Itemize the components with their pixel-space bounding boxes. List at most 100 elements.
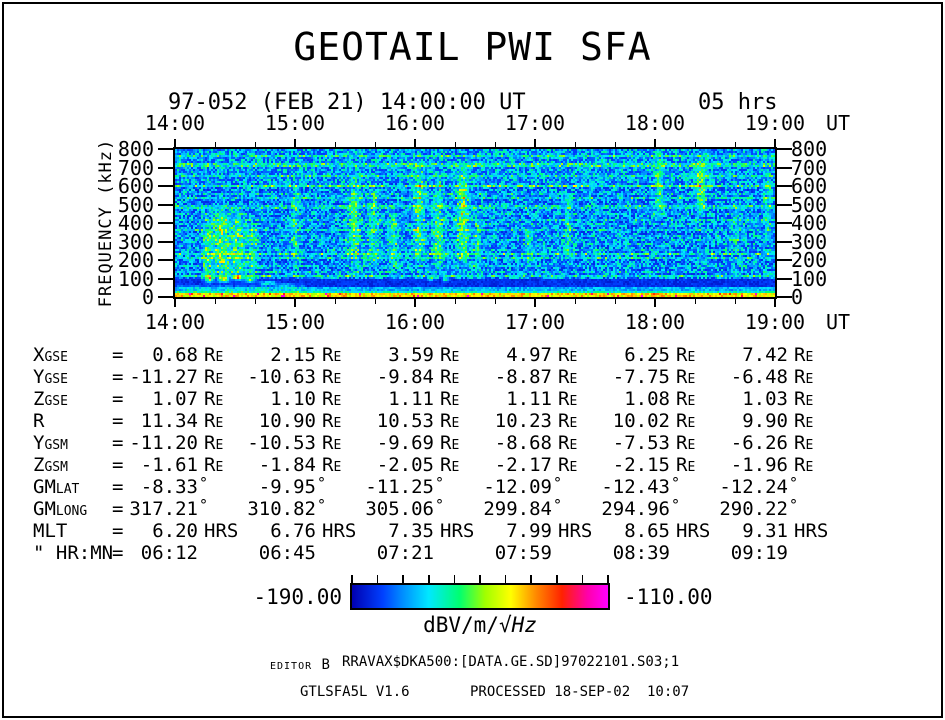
- hour-tick-top: [174, 139, 176, 147]
- ephemeris-unit-degree: °: [671, 474, 681, 492]
- ephemeris-value: 8.65: [624, 520, 670, 542]
- ephemeris-unit: Re: [794, 366, 814, 388]
- ephemeris-equals: =: [112, 366, 124, 388]
- ephemeris-unit: Re: [676, 410, 696, 432]
- ephemeris-unit: Re: [676, 388, 696, 410]
- ephemeris-value: 305.06: [365, 498, 434, 520]
- ephemeris-value: 1.03: [742, 388, 788, 410]
- ephemeris-unit-degree: °: [789, 496, 799, 514]
- time-label-top: 19:00: [744, 111, 806, 135]
- ephemeris-equals: =: [112, 520, 124, 542]
- ephemeris-value: -9.95: [258, 476, 316, 498]
- ephemeris-row-label: Ygsm: [33, 432, 68, 454]
- ephemeris-equals: =: [112, 410, 124, 432]
- ephemeris-value: -6.48: [730, 366, 788, 388]
- minor-tick-bottom: [254, 299, 256, 304]
- freq-tick-right: [777, 259, 792, 261]
- ephemeris-value: -10.53: [247, 432, 316, 454]
- ephemeris-unit: Re: [204, 366, 224, 388]
- ephemeris-value: -12.09: [483, 476, 552, 498]
- time-label-top: 18:00: [624, 111, 686, 135]
- ephemeris-row-label: R: [33, 410, 45, 432]
- ephemeris-unit: HRS: [676, 520, 711, 542]
- minor-tick-bottom: [694, 299, 696, 304]
- data-file-path: RRAVAX$DKA500:[DATA.GE.SD]97022101.S03;1: [342, 654, 680, 670]
- ephemeris-value: 07:59: [494, 542, 552, 564]
- time-label-bottom: 18:00: [624, 310, 686, 334]
- colorbar-tick: [351, 575, 353, 583]
- ephemeris-value: -10.63: [247, 366, 316, 388]
- ephemeris-value: 06:12: [140, 542, 198, 564]
- minor-tick-top: [334, 142, 336, 147]
- ephemeris-equals: =: [112, 432, 124, 454]
- ephemeris-unit: Re: [440, 432, 460, 454]
- ephemeris-value: -6.26: [730, 432, 788, 454]
- hour-tick-top: [774, 139, 776, 147]
- ephemeris-value: -8.68: [494, 432, 552, 454]
- ephemeris-unit: Re: [558, 388, 578, 410]
- hour-tick-bottom: [654, 299, 656, 307]
- ephemeris-equals: =: [112, 454, 124, 476]
- hour-tick-top: [654, 139, 656, 147]
- hour-tick-top: [294, 139, 296, 147]
- ephemeris-value: -1.96: [730, 454, 788, 476]
- ephemeris-value: 2.15: [270, 344, 316, 366]
- ephemeris-unit-degree: °: [789, 474, 799, 492]
- minor-tick-top: [734, 142, 736, 147]
- ephemeris-unit: Re: [204, 432, 224, 454]
- colorbar-tick: [504, 575, 507, 583]
- ephemeris-unit: Re: [440, 366, 460, 388]
- ephemeris-value: 1.07: [152, 388, 198, 410]
- ephemeris-unit: Re: [322, 344, 342, 366]
- ephemeris-unit: Re: [204, 388, 224, 410]
- freq-tick-left: [158, 296, 173, 298]
- ephemeris-value: 10.53: [376, 410, 434, 432]
- ephemeris-value: -7.75: [612, 366, 670, 388]
- ephemeris-unit: Re: [676, 366, 696, 388]
- ephemeris-unit: Re: [794, 410, 814, 432]
- ephemeris-value: -1.61: [140, 454, 198, 476]
- time-label-top: 17:00: [504, 111, 566, 135]
- colorbar: [350, 583, 610, 610]
- freq-tick-left: [158, 203, 173, 206]
- ephemeris-unit: HRS: [322, 520, 357, 542]
- ephemeris-value: 9.31: [742, 520, 788, 542]
- ephemeris-value: 6.76: [270, 520, 316, 542]
- time-label-bottom: 17:00: [504, 310, 566, 334]
- ephemeris-value: 6.25: [624, 344, 670, 366]
- ephemeris-value: 299.84: [483, 498, 552, 520]
- colorbar-max-label: -110.00: [624, 585, 713, 609]
- page-title: GEOTAIL PWI SFA: [293, 25, 652, 69]
- minor-tick-bottom: [614, 299, 616, 304]
- ephemeris-unit: Re: [440, 410, 460, 432]
- ephemeris-value: 1.11: [506, 388, 552, 410]
- freq-label-right: 700: [791, 155, 828, 180]
- colorbar-tick: [428, 575, 430, 583]
- ephemeris-value: 3.59: [388, 344, 434, 366]
- minor-tick-top: [454, 142, 456, 147]
- time-label-bottom: 16:00: [384, 310, 446, 334]
- colorbar-tick: [376, 575, 379, 583]
- time-label-bottom: 15:00: [264, 310, 326, 334]
- ephemeris-unit: Re: [558, 344, 578, 366]
- ephemeris-unit-degree: °: [435, 496, 445, 514]
- freq-tick-left: [158, 166, 173, 169]
- ephemeris-row-label: Ygse: [33, 366, 68, 388]
- ephemeris-value: 7.35: [388, 520, 434, 542]
- ephemeris-unit: HRS: [204, 520, 239, 542]
- colorbar-tick: [607, 575, 609, 583]
- ephemeris-unit: Re: [794, 344, 814, 366]
- ephemeris-value: 0.68: [152, 344, 198, 366]
- hour-tick-bottom: [294, 299, 296, 307]
- ephemeris-value: 294.96: [601, 498, 670, 520]
- colorbar-tick: [581, 575, 584, 583]
- ephemeris-value: 10.02: [612, 410, 670, 432]
- freq-tick-right: [777, 166, 792, 169]
- colorbar-tick: [453, 575, 456, 583]
- ephemeris-value: -1.84: [258, 454, 316, 476]
- ephemeris-value: -11.27: [129, 366, 198, 388]
- freq-label-left: 500: [117, 192, 154, 217]
- freq-tick-right: [777, 240, 792, 243]
- ephemeris-unit: Re: [676, 432, 696, 454]
- ephemeris-unit: Re: [558, 454, 578, 476]
